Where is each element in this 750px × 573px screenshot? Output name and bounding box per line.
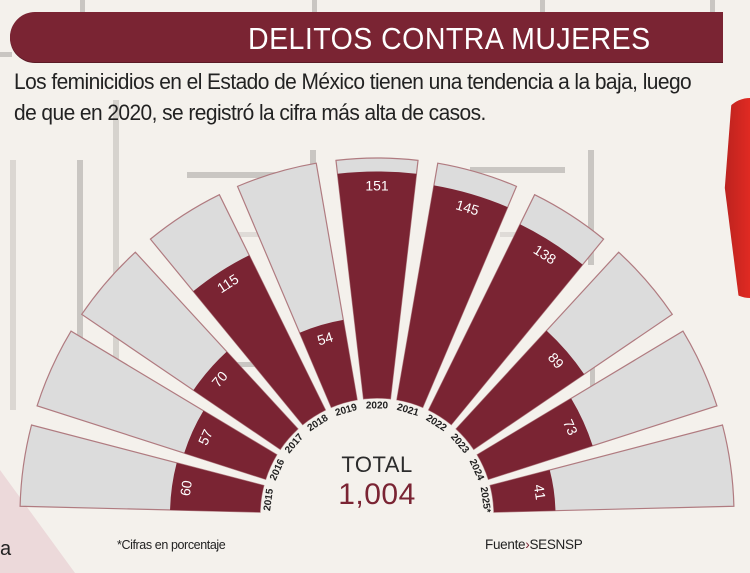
chevron-right-icon: ›	[525, 537, 530, 552]
bar-value	[299, 319, 358, 408]
chart-subtitle: Los feminicidios en el Estado de México …	[14, 69, 692, 125]
bar-2025*: 41 2025*	[478, 424, 735, 514]
bar-value	[193, 255, 326, 425]
bar-value	[170, 462, 264, 513]
year-label: 2025*	[478, 486, 493, 514]
total-label: TOTAL	[341, 452, 413, 477]
bar-2015: 60 2015	[19, 424, 276, 513]
source-name: SESNSP	[529, 537, 583, 552]
bar-value-label: 151	[365, 178, 389, 194]
bar-value	[184, 410, 277, 480]
year-label: 2020	[366, 401, 389, 412]
total-value: 1,004	[338, 478, 416, 511]
bar-value	[477, 398, 593, 480]
bar-value-label: 54	[315, 329, 335, 349]
bar-value-label: 57	[195, 427, 216, 448]
bar-value-label: 41	[531, 483, 549, 501]
bar-value-label: 73	[560, 417, 581, 438]
source-prefix: Fuente	[485, 537, 526, 552]
bar-value	[490, 470, 556, 513]
footnote: *Cifras en porcentaje	[117, 538, 226, 552]
source-credit: Fuente›SESNSP	[485, 537, 583, 552]
bar-value	[396, 185, 508, 408]
bar-value	[428, 224, 583, 425]
page-title: DELITOS CONTRA MUJERES	[248, 21, 651, 56]
title-banner: DELITOS CONTRA MUJERES	[10, 12, 723, 62]
bar-value	[456, 330, 585, 450]
bar-value	[337, 171, 417, 399]
bar-value	[193, 351, 298, 450]
bar-value-label: 145	[454, 197, 481, 219]
bar-2020: 151 2020	[335, 157, 419, 412]
year-label: 2015	[262, 488, 276, 512]
bar-value-label: 60	[177, 479, 195, 497]
cropped-letter: a	[0, 538, 12, 560]
